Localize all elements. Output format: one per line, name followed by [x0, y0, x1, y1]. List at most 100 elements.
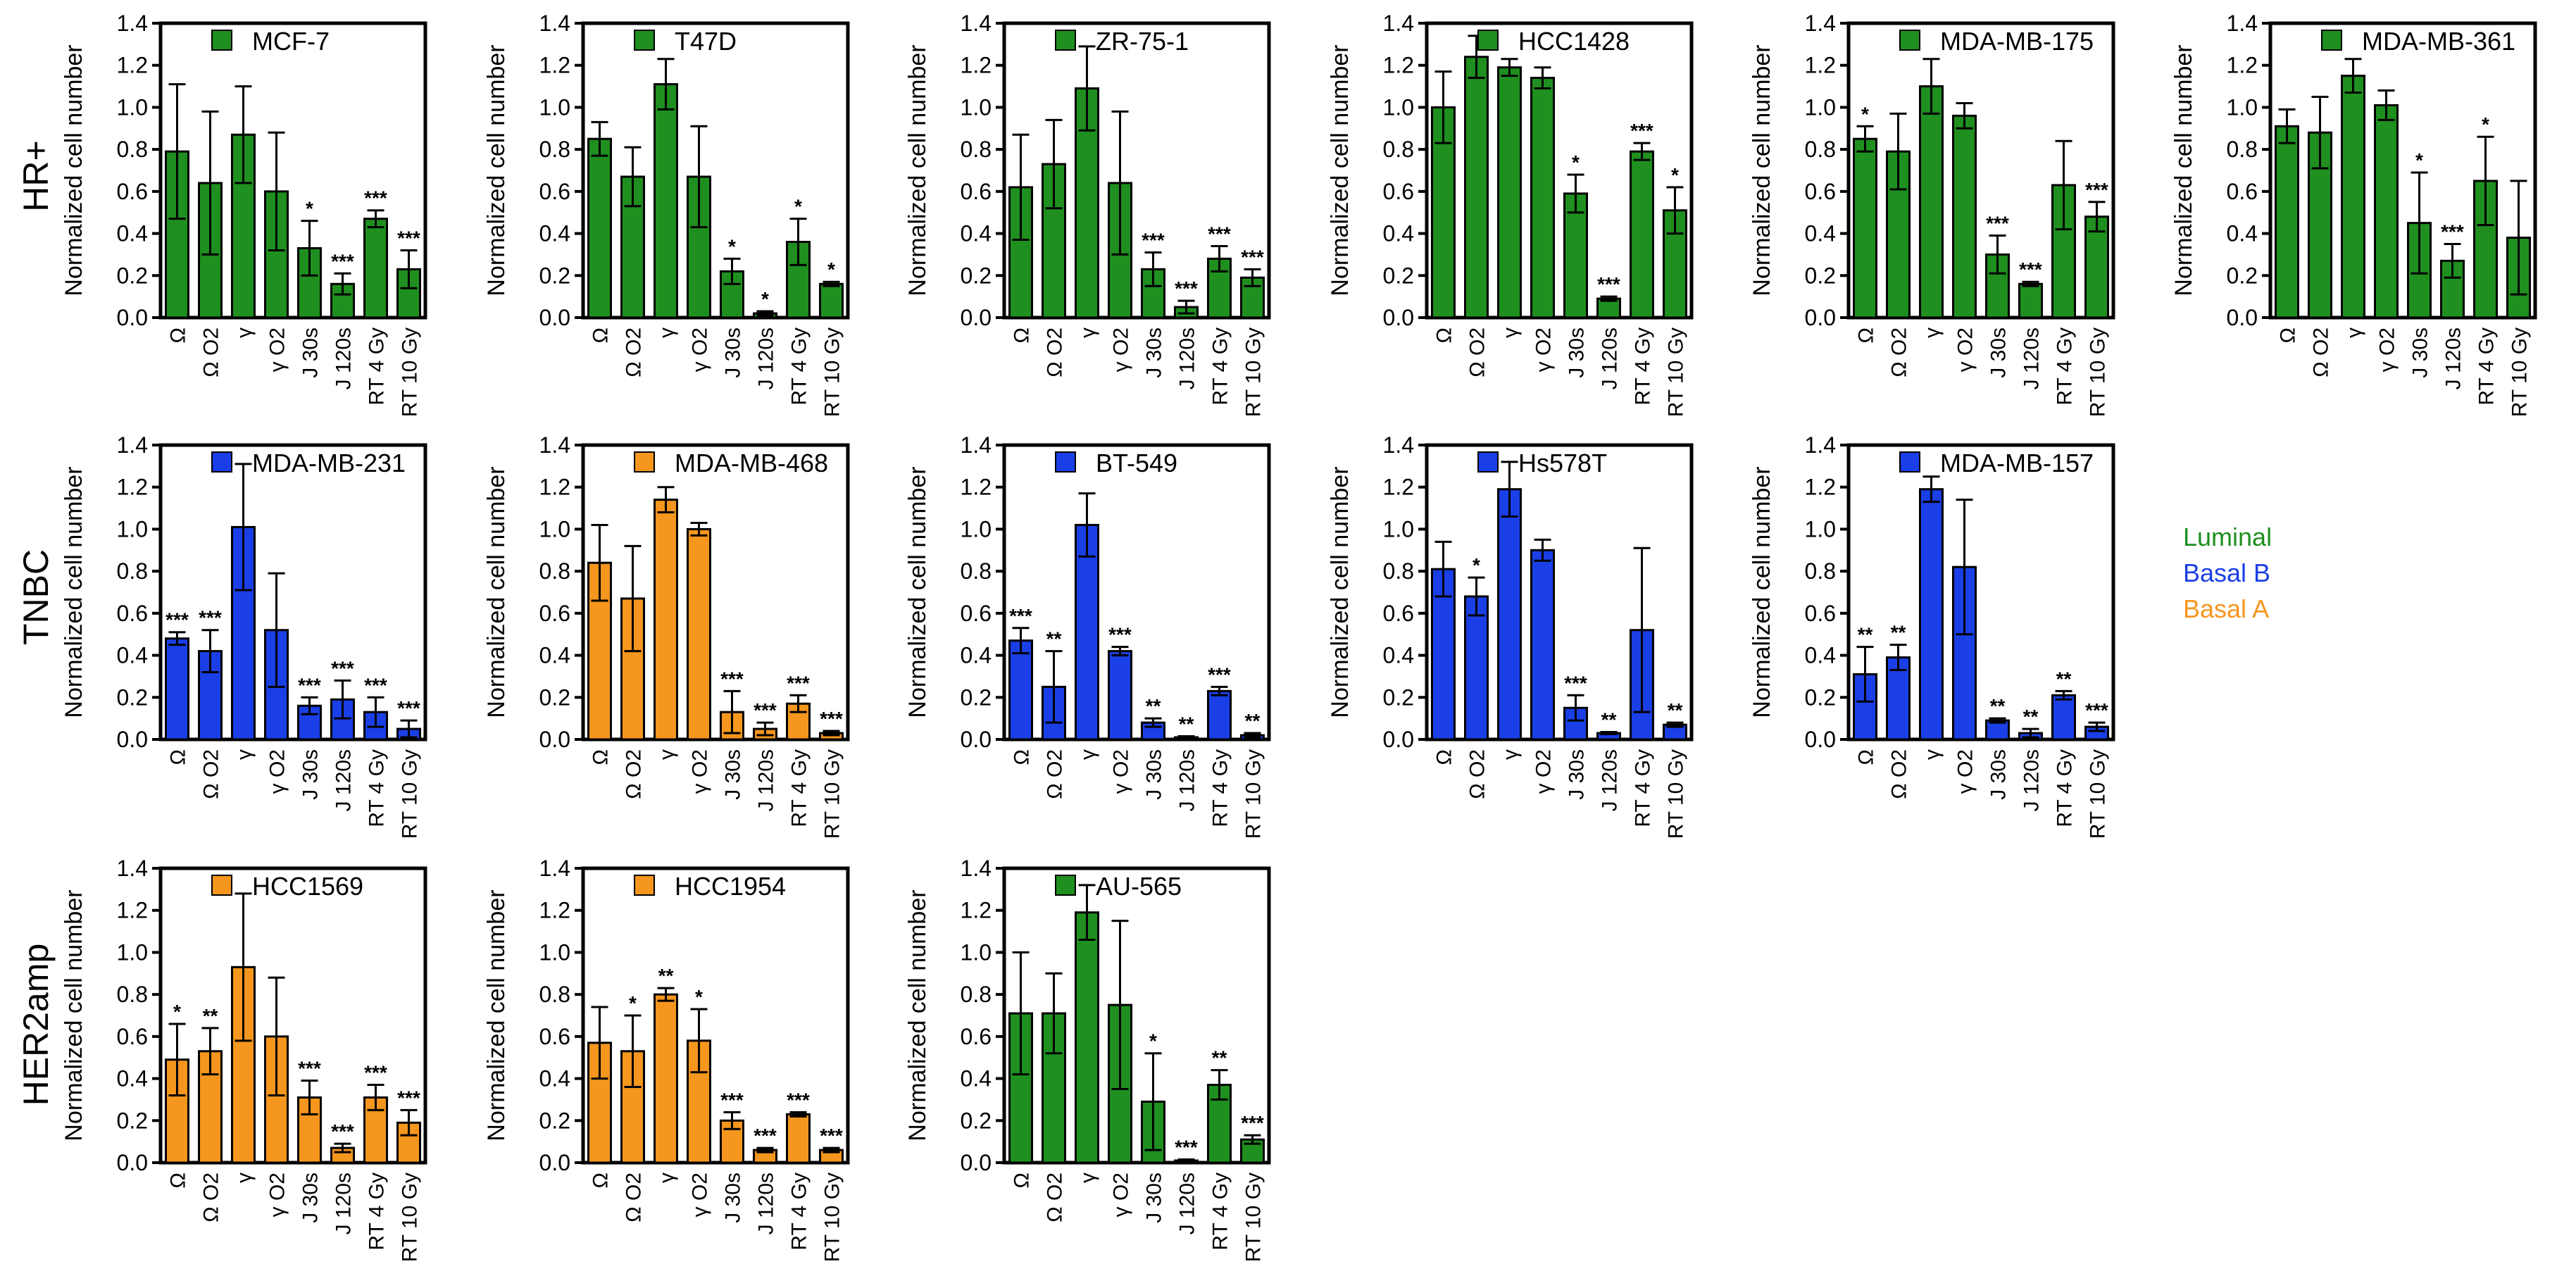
y-axis-label: Normalized cell number: [483, 466, 510, 718]
y-tick-label: 1.4: [961, 432, 992, 458]
legend-label: Hs578T: [1518, 449, 1607, 477]
y-tick-label: 1.0: [1805, 516, 1836, 542]
significance-marker: *: [1572, 151, 1580, 173]
panel-au-565: 0.0 0.2 0.4 0.6 0.8 1.0 1.2 1.4 Normalized cell …: [904, 856, 1271, 1262]
panel-t47d: 0.0 0.2 0.4 0.6 0.8 1.0 1.2 1.4 Normalized cell …: [483, 11, 850, 417]
y-tick-label: 1.4: [1805, 432, 1836, 458]
significance-marker: ***: [1597, 273, 1620, 295]
y-tick-label: 0.8: [539, 982, 570, 1007]
x-tick-label: J 120s: [1599, 327, 1622, 389]
y-tick-label: 0.8: [1805, 137, 1836, 162]
plot-frame: [1846, 21, 2115, 320]
x-tick-label: γ: [1077, 327, 1100, 338]
significance-marker: ***: [1564, 672, 1587, 694]
significance-marker: ***: [199, 607, 222, 629]
panel-hcc1428: 0.0 0.2 0.4 0.6 0.8 1.0 1.2 1.4 Normalized cell …: [1327, 11, 1694, 417]
plot-frame: [158, 443, 427, 742]
x-tick-label: RT 4 Gy: [1209, 327, 1232, 406]
x-tick-label: RT 4 Gy: [2053, 327, 2077, 406]
y-tick-label: 1.2: [117, 53, 148, 78]
x-tick-label: RT 10 Gy: [2087, 327, 2110, 417]
y-tick-label: 0.0: [1383, 305, 1414, 330]
x-tick-label: RT 10 Gy: [2087, 749, 2110, 839]
significance-marker: ***: [397, 227, 420, 249]
x-tick-label: RT 10 Gy: [821, 1173, 844, 1262]
significance-marker: *: [1671, 164, 1679, 186]
x-tick-label: γ: [1499, 327, 1523, 338]
panel-mda-mb-231: 0.0 0.2 0.4 0.6 0.8 1.0 1.2 1.4 Normalized cell …: [61, 432, 427, 839]
x-tick-label: γ: [656, 327, 679, 338]
legend-swatch: [211, 875, 232, 896]
y-axis-label: Normalized cell number: [483, 889, 510, 1141]
y-tick-label: 0.2: [117, 1108, 148, 1133]
x-tick-label: Ω O2: [1466, 749, 1489, 799]
x-tick-label: J 30s: [722, 1173, 745, 1223]
y-tick-label: 0.4: [1805, 643, 1836, 668]
x-tick-label: J 120s: [755, 327, 778, 389]
x-tick-label: Ω O2: [1888, 749, 1911, 799]
bar-: [1075, 911, 1099, 1164]
y-tick-label: 0.4: [117, 1066, 148, 1092]
y-tick-label: 0.6: [1383, 179, 1414, 204]
y-tick-label: 0.0: [539, 1150, 570, 1175]
legend-swatch: [634, 30, 655, 51]
significance-marker: ***: [397, 1087, 420, 1108]
bar-rt-4-gy: [363, 1096, 388, 1164]
y-tick-label: 0.4: [539, 643, 570, 668]
y-axis-label: Normalized cell number: [61, 44, 87, 296]
x-tick-label: Ω: [1433, 327, 1456, 343]
bar-: [654, 83, 678, 319]
legend-swatch: [1477, 451, 1499, 473]
x-tick-label: J 30s: [722, 327, 745, 378]
y-tick-label: 0.0: [1805, 305, 1836, 330]
y-tick-label: 0.4: [117, 643, 148, 668]
y-tick-label: 1.2: [539, 475, 570, 500]
y-tick-label: 1.4: [1805, 11, 1836, 36]
significance-marker: *: [827, 258, 835, 280]
legend-label: AU-565: [1096, 872, 1182, 901]
x-tick-label: RT 10 Gy: [399, 327, 422, 417]
x-tick-label: γ: [656, 749, 679, 760]
panel-hcc1954: 0.0 0.2 0.4 0.6 0.8 1.0 1.2 1.4 Normalized cell …: [483, 856, 850, 1262]
bar-o2: [1464, 56, 1489, 319]
y-axis-label: Normalized cell number: [1327, 44, 1353, 296]
significance-marker: ***: [1241, 246, 1264, 268]
y-tick-label: 0.4: [1383, 643, 1414, 668]
legend-label: MDA-MB-231: [252, 449, 406, 477]
y-tick-label: 0.0: [961, 305, 992, 330]
legend-swatch: [1899, 30, 1920, 51]
y-tick-label: 1.0: [961, 939, 992, 965]
y-tick-label: 0.6: [2227, 179, 2258, 204]
x-tick-label: γ: [1921, 749, 1944, 760]
x-tick-label: Ω: [589, 749, 613, 765]
y-tick-label: 0.8: [117, 558, 148, 584]
y-tick-label: 0.8: [117, 137, 148, 162]
significance-marker: ***: [1241, 1112, 1264, 1134]
y-tick-label: 1.0: [1383, 516, 1414, 542]
x-tick-label: Ω: [1011, 749, 1034, 765]
significance-marker: ***: [1630, 120, 1653, 142]
y-tick-label: 0.4: [961, 221, 992, 246]
x-tick-label: RT 4 Gy: [365, 327, 389, 406]
plot-frame: [1002, 21, 1271, 320]
subtype-key: Luminal Basal B Basal A: [2183, 523, 2272, 623]
y-tick-label: 1.4: [1383, 11, 1414, 36]
x-tick-label: γ O2: [689, 327, 712, 372]
x-tick-label: J 30s: [1143, 749, 1166, 800]
legend-swatch: [1477, 30, 1499, 51]
y-tick-label: 0.8: [2227, 137, 2258, 162]
x-tick-label: γ O2: [689, 749, 712, 794]
plot-frame: [581, 866, 850, 1165]
y-tick-label: 1.0: [961, 516, 992, 542]
significance-marker: ***: [2085, 179, 2108, 201]
y-tick-label: 1.0: [1383, 94, 1414, 120]
legend-label: HCC1569: [252, 872, 363, 901]
significance-marker: ***: [331, 657, 354, 679]
y-tick-label: 0.2: [2227, 263, 2258, 288]
y-tick-label: 0.8: [1383, 558, 1414, 584]
y-tick-label: 0.0: [961, 1150, 992, 1175]
panel-hcc1569: 0.0 0.2 0.4 0.6 0.8 1.0 1.2 1.4 Normalized cell …: [61, 856, 427, 1262]
y-axis-label: Normalized cell number: [61, 889, 87, 1141]
y-tick-label: 0.8: [539, 137, 570, 162]
plot-frame: [2268, 21, 2537, 320]
